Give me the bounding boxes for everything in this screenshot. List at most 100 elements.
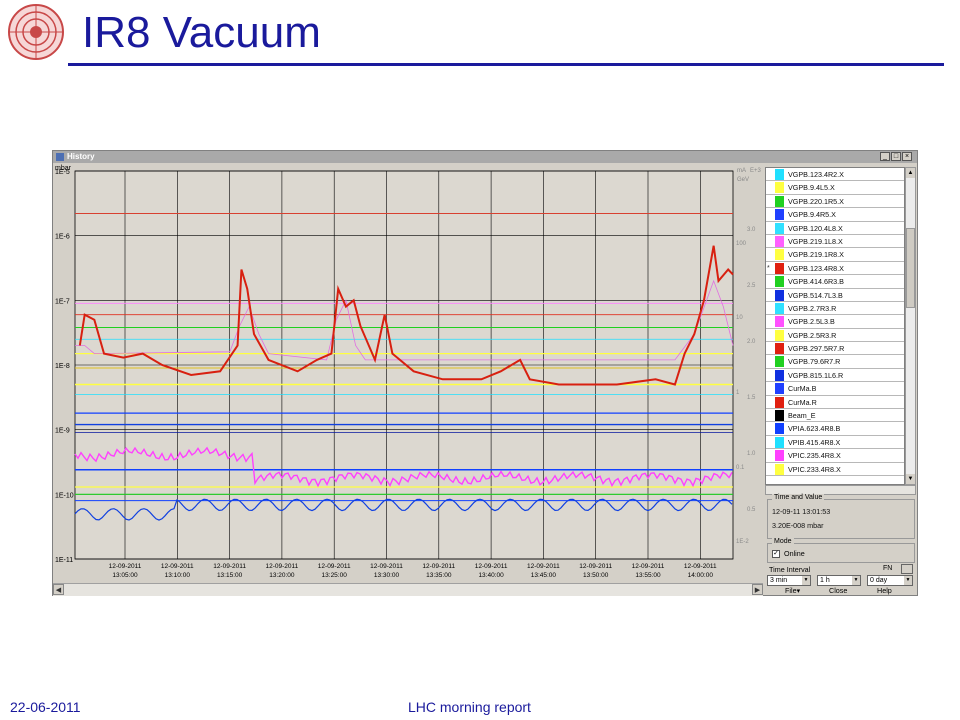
days-select[interactable]: 0 day ▼ bbox=[867, 575, 913, 586]
right-tick-b: 3.0 bbox=[747, 227, 756, 233]
right-tick-a: 0.1 bbox=[736, 465, 745, 471]
x-tick-date: 12-09-2011 bbox=[684, 563, 717, 570]
help-button[interactable]: Help bbox=[877, 586, 892, 595]
signal-row[interactable]: VPIC.235.4R8.X bbox=[766, 449, 904, 463]
signal-label: VGPB.414.6R3.B bbox=[788, 277, 844, 287]
signal-row[interactable]: VGPB.220.1R5.X bbox=[766, 195, 904, 209]
signal-row[interactable]: VGPB.2.5R3.R bbox=[766, 329, 904, 343]
scroll-down-arrow-icon[interactable]: ▼ bbox=[906, 474, 915, 484]
signal-color-swatch bbox=[775, 302, 784, 314]
signal-row[interactable]: CurMa.B bbox=[766, 382, 904, 396]
signal-row[interactable]: VGPB.9.4R5.X bbox=[766, 208, 904, 222]
scroll-up-arrow-icon[interactable]: ▲ bbox=[906, 168, 915, 178]
footer-report-name: LHC morning report bbox=[408, 699, 531, 715]
x-tick-time: 13:20:00 bbox=[269, 572, 295, 579]
signal-row[interactable]: VPIC.233.4R8.X bbox=[766, 463, 904, 476]
signal-row[interactable]: VGPB.297.5R7.R bbox=[766, 342, 904, 356]
x-tick-time: 13:35:00 bbox=[426, 572, 452, 579]
scroll-thumb[interactable] bbox=[906, 228, 915, 308]
signal-list[interactable]: VGPB.123.4R2.X VGPB.9.4L5.X VGPB.220.1R5.X… bbox=[765, 167, 905, 485]
mode-group: Mode ✓ Online bbox=[767, 538, 915, 563]
signal-list-hscrollbar[interactable] bbox=[765, 485, 916, 495]
signal-color-swatch bbox=[775, 396, 784, 408]
time-interval-label: Time Interval bbox=[769, 565, 811, 574]
scroll-left-arrow-icon[interactable]: ◀ bbox=[53, 584, 64, 595]
x-tick-date: 12-09-2011 bbox=[527, 563, 560, 570]
signal-row[interactable]: VGPB.123.4R2.X bbox=[766, 168, 904, 182]
signal-color-swatch bbox=[775, 249, 784, 261]
right-unit-1: mA bbox=[737, 168, 746, 174]
signal-row[interactable]: VGPB.514.7L3.B bbox=[766, 289, 904, 302]
x-tick-date: 12-09-2011 bbox=[318, 563, 351, 570]
title-rule bbox=[68, 63, 944, 66]
signal-label: CurMa.R bbox=[788, 397, 817, 407]
fn-button[interactable] bbox=[901, 564, 913, 574]
file-menu-button[interactable]: File▾ bbox=[785, 586, 801, 595]
close-button[interactable]: Close bbox=[829, 586, 848, 595]
x-tick-date: 12-09-2011 bbox=[161, 563, 194, 570]
signal-row[interactable]: CurMa.R bbox=[766, 396, 904, 410]
signal-row[interactable]: Beam_E bbox=[766, 409, 904, 423]
chevron-down-icon: ▼ bbox=[802, 576, 810, 585]
slide-title: IR8 Vacuum bbox=[82, 8, 321, 57]
x-tick-date: 12-09-2011 bbox=[370, 563, 403, 570]
y-tick-label: 1E-6 bbox=[55, 234, 70, 241]
chevron-down-icon: ▼ bbox=[904, 576, 912, 585]
signal-selected-marker: * bbox=[767, 264, 770, 272]
signal-color-swatch bbox=[775, 289, 784, 301]
window-titlebar[interactable]: History bbox=[53, 151, 917, 163]
minutes-select[interactable]: 3 min ▼ bbox=[767, 575, 811, 586]
signal-row[interactable]: VGPB.219.1R8.X bbox=[766, 248, 904, 262]
x-tick-date: 12-09-2011 bbox=[475, 563, 508, 570]
signal-color-swatch bbox=[775, 195, 784, 207]
signal-row[interactable]: VGPB.815.1L6.R bbox=[766, 369, 904, 383]
signal-color-swatch bbox=[775, 209, 784, 221]
chart-horizontal-scrollbar[interactable]: ◀ ▶ bbox=[53, 583, 763, 596]
minimize-button[interactable]: _ bbox=[880, 152, 890, 161]
signal-row[interactable]: VGPB.2.5L3.B bbox=[766, 315, 904, 329]
signal-color-swatch bbox=[775, 276, 784, 288]
signal-row[interactable]: * VGPB.123.4R8.X bbox=[766, 262, 904, 276]
x-tick-date: 12-09-2011 bbox=[632, 563, 665, 570]
signal-label: VGPB.2.5R3.R bbox=[788, 330, 837, 340]
time-value-legend: Time and Value bbox=[772, 494, 825, 501]
signal-label: VGPB.2.7R3.R bbox=[788, 303, 837, 313]
signal-row[interactable]: VGPB.79.6R7.R bbox=[766, 355, 904, 369]
signal-color-swatch bbox=[775, 423, 784, 435]
signal-row[interactable]: VGPB.2.7R3.R bbox=[766, 302, 904, 316]
signal-label: VGPB.9.4R5.X bbox=[788, 210, 836, 220]
y-tick-label: 1E-7 bbox=[55, 298, 70, 305]
signal-row[interactable]: VPIA.623.4R8.B bbox=[766, 422, 904, 436]
online-label: Online bbox=[784, 549, 805, 558]
online-checkbox[interactable]: ✓ bbox=[772, 550, 780, 558]
signal-color-swatch bbox=[775, 182, 784, 194]
chevron-down-icon: ▼ bbox=[852, 576, 860, 585]
y-tick-label: 1E-8 bbox=[55, 363, 70, 370]
signal-row[interactable]: VGPB.414.6R3.B bbox=[766, 275, 904, 289]
pressure-history-chart[interactable]: 1E-5 1E-6 1E-7 1E-8 1E-9 1E-10 1E-11 100 10 1 0.1… bbox=[53, 163, 763, 583]
scroll-right-arrow-icon[interactable]: ▶ bbox=[752, 584, 763, 595]
signal-color-swatch bbox=[775, 383, 784, 395]
signal-row[interactable]: VGPB.9.4L5.X bbox=[766, 181, 904, 195]
signal-row[interactable]: VPIB.415.4R8.X bbox=[766, 436, 904, 450]
signal-color-swatch bbox=[775, 169, 784, 180]
signals-panel: VGPB.123.4R2.X VGPB.9.4L5.X VGPB.220.1R5.X… bbox=[765, 163, 917, 595]
close-window-button[interactable]: × bbox=[902, 152, 912, 161]
x-tick-date: 12-09-2011 bbox=[266, 563, 299, 570]
footer-date: 22-06-2011 bbox=[10, 699, 81, 715]
signal-color-swatch bbox=[775, 329, 784, 341]
x-tick-time: 13:25:00 bbox=[322, 572, 348, 579]
signal-label: VGPB.220.1R5.X bbox=[788, 196, 844, 206]
signal-label: VGPB.9.4L5.X bbox=[788, 183, 835, 193]
signal-label: Beam_E bbox=[788, 411, 816, 421]
x-tick-time: 13:50:00 bbox=[583, 572, 609, 579]
x-tick-time: 14:00:00 bbox=[688, 572, 714, 579]
right-tick-a: 1E-2 bbox=[736, 539, 749, 545]
hours-select[interactable]: 1 h ▼ bbox=[817, 575, 861, 586]
maximize-button[interactable]: □ bbox=[891, 152, 901, 161]
signal-row[interactable]: VGPB.120.4L8.X bbox=[766, 222, 904, 235]
signal-color-swatch bbox=[775, 316, 784, 328]
signal-color-swatch bbox=[775, 410, 784, 422]
signal-list-scrollbar[interactable]: ▲ ▼ bbox=[905, 167, 916, 485]
signal-row[interactable]: VGPB.219.1L8.X bbox=[766, 235, 904, 249]
